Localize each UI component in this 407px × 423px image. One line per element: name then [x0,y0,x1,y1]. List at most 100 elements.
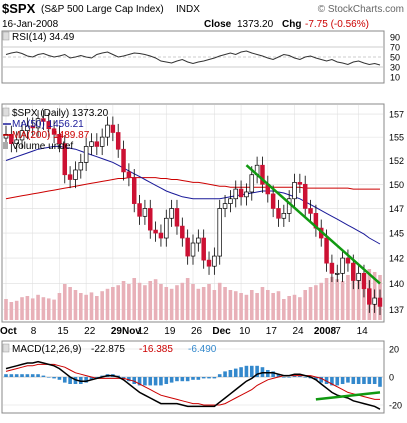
macd-hist-bar [303,377,307,378]
candle-body [137,203,142,217]
candle-body [14,139,19,144]
volume-bar [314,285,318,320]
volume-bar [298,297,302,320]
macd-hist-bar [41,375,46,377]
candle-body [110,124,116,133]
volume-bar [153,279,158,320]
signal-value: -16.385 [139,344,173,355]
volume-bar [217,282,222,320]
close-label: Close [204,19,232,30]
ma50-line [5,145,381,245]
macd-hist-bar [372,377,377,384]
macd-hist-bar [282,377,286,378]
macd-hist-bar [89,377,94,380]
macd-legend-title: MACD(12,26,9) [12,344,81,355]
price-axis-label: 145 [389,229,404,239]
macd-histogram [4,365,382,387]
x-axis-label: Dec [212,326,231,337]
volume-bar [4,299,8,320]
macd-hist-bar [271,371,275,377]
candle-body [89,141,94,147]
macd-axis-label: -20 [389,401,402,411]
candle-body [249,174,255,193]
chart-date: 16-Jan-2008 [2,19,59,30]
macd-hist-bar [25,374,30,377]
macd-hist-bar [244,365,249,377]
volume-bar [143,285,147,320]
volume-bar [271,293,275,320]
candle-body [158,232,164,239]
candle-body [260,164,265,185]
macd-value: -22.875 [91,344,125,355]
volume-bar [330,276,334,320]
macd-hist-bar [36,374,40,377]
volume-bar [169,288,174,320]
macd-hist-bar [255,365,259,377]
volume-bar [212,290,217,320]
macd-hist-bar [292,375,297,377]
candle-body [185,237,190,257]
volume-bar [308,287,313,320]
volume-bar [68,287,72,320]
macd-hist-bar [314,377,318,380]
candle-body [233,188,238,200]
macd-axis-label: 20 [389,345,399,355]
candle-body [356,272,361,281]
volume-bar [276,291,281,320]
candle-body [105,124,110,138]
x-axis-label: 29Nov [111,326,141,337]
x-axis-label: Oct [0,326,17,337]
candle-body [174,208,180,227]
volume-bar [255,293,259,320]
macd-hist-bar [30,374,35,377]
candle-body [345,257,351,264]
macd-hist-bar [276,374,281,377]
volume-bar [41,297,46,320]
volume-bar [132,278,137,320]
candle-body [83,146,89,163]
candle-body [41,118,46,122]
volume-bar [260,287,265,320]
macd-trend-line [315,391,381,401]
macd-hist-bar [68,377,72,384]
candle-body [57,133,62,144]
macd-hist-bar [169,377,174,383]
macd-hist-bar [52,377,56,379]
candle-body [153,229,158,234]
macd-hist-bar [127,377,131,382]
macd-axis-label: 0 [389,373,394,383]
volume-legend: Volume undef [12,141,73,152]
volume-bar [196,288,201,320]
candle-body [51,128,57,135]
x-axis-label: 22 [84,326,96,337]
price-axis-label: 140 [389,279,404,289]
x-axis-label: 8 [31,326,37,337]
volume-bar [239,293,243,320]
macd-hist-bar [14,374,19,377]
macd-hist-bar [351,377,356,384]
candle-body [196,237,201,244]
candle-body [238,188,244,198]
candle-body [276,208,281,219]
ma50-legend: MA(50) 1456.21 [12,119,84,130]
macd-hist-bar [148,377,153,386]
candle-body [324,237,329,264]
macd-hist-bar [217,374,222,377]
volume-bar [84,294,88,320]
volume-bar [100,291,104,320]
volume-bar [105,288,110,320]
macd-hist-bar [185,377,190,382]
macd-hist-bar [46,377,51,378]
volume-bar [185,278,190,320]
volume-bar [292,294,297,320]
macd-hist-bar [239,367,243,377]
ma200-line [5,177,380,200]
candle-body [201,237,206,261]
volume-bar [346,275,350,320]
candle-body [351,262,356,281]
volume-bar [73,290,78,320]
volume-bar [175,285,179,320]
macd-axis: 20 0 -20 [389,345,402,411]
volume-bar [148,281,153,320]
